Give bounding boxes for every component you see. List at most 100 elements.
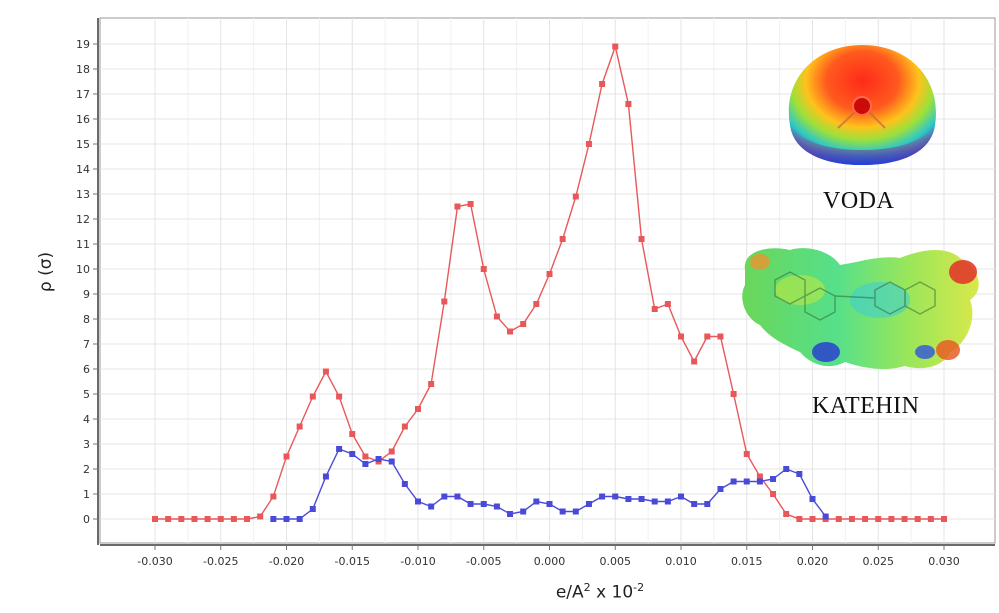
data-point-voda <box>651 306 658 312</box>
data-point-katehin <box>270 516 277 522</box>
y-tick-label: 16 <box>76 113 90 126</box>
data-point-katehin <box>375 456 382 462</box>
data-point-voda <box>520 321 527 327</box>
data-point-katehin <box>480 501 487 507</box>
y-tick-label: 13 <box>76 188 90 201</box>
data-point-voda <box>599 81 606 87</box>
data-point-voda <box>454 203 461 210</box>
data-point-voda <box>612 43 619 50</box>
data-point-voda <box>691 358 698 365</box>
data-point-katehin <box>322 473 329 480</box>
x-tick-label: -0.010 <box>400 555 435 568</box>
y-tick-label: 6 <box>83 363 90 376</box>
x-axis-ticks: -0.030 -0.025 -0.020 -0.015 -0.010 -0.005 0.00… <box>137 545 960 568</box>
data-point-katehin <box>336 446 343 452</box>
data-point-voda <box>704 333 711 340</box>
y-tick-label: 7 <box>83 338 90 351</box>
voda-label: VODA <box>823 188 895 214</box>
data-point-katehin <box>559 508 566 515</box>
x-tick-label: 0.020 <box>797 555 829 568</box>
data-point-voda <box>941 516 947 522</box>
series-voda <box>152 43 947 522</box>
data-point-katehin <box>349 451 356 457</box>
data-point-voda <box>559 236 566 242</box>
y-tick-label: 17 <box>76 88 90 101</box>
data-point-katehin <box>756 478 763 485</box>
data-point-voda <box>415 406 421 412</box>
data-point-voda <box>257 513 264 520</box>
data-point-voda <box>638 236 645 242</box>
y-tick-label: 12 <box>76 213 90 226</box>
data-point-katehin <box>401 481 408 487</box>
data-point-voda <box>678 333 684 340</box>
data-point-voda <box>283 453 290 460</box>
y-tick-label: 18 <box>76 63 90 76</box>
data-point-voda <box>309 393 316 400</box>
data-point-voda <box>927 516 934 522</box>
data-point-voda <box>244 516 251 522</box>
data-point-katehin <box>533 498 540 505</box>
data-point-voda <box>901 516 908 522</box>
data-point-voda <box>217 516 224 522</box>
y-tick-label: 19 <box>76 38 90 51</box>
y-tick-label: 11 <box>76 238 90 251</box>
data-point-voda <box>743 451 750 457</box>
x-tick-label: 0.015 <box>731 555 763 568</box>
voda-molecule-surface-icon <box>788 45 936 165</box>
data-point-voda <box>322 368 329 375</box>
data-point-voda <box>336 393 343 400</box>
x-tick-label: -0.020 <box>269 555 304 568</box>
y-tick-label: 5 <box>83 388 90 401</box>
y-tick-label: 2 <box>83 463 90 476</box>
series-layer <box>152 43 947 522</box>
data-point-katehin <box>454 493 461 500</box>
data-point-katehin <box>704 501 711 507</box>
data-point-voda <box>625 101 632 107</box>
y-tick-label: 0 <box>83 513 90 526</box>
y-tick-label: 8 <box>83 313 90 326</box>
data-point-katehin <box>572 508 579 515</box>
data-point-voda <box>862 516 869 522</box>
data-point-katehin <box>599 493 606 500</box>
data-point-katehin <box>638 496 645 502</box>
data-point-voda <box>428 381 435 387</box>
data-point-voda <box>888 516 895 522</box>
data-point-katehin <box>546 501 553 507</box>
data-point-voda <box>401 423 408 430</box>
data-point-voda <box>178 516 185 522</box>
data-point-katehin <box>691 501 698 507</box>
data-point-voda <box>664 301 671 307</box>
y-tick-label: 3 <box>83 438 90 451</box>
data-point-voda <box>441 298 448 305</box>
data-point-voda <box>533 301 540 307</box>
grid-lines <box>100 18 995 543</box>
data-point-katehin <box>520 508 527 515</box>
data-point-katehin <box>664 498 671 505</box>
x-tick-label: 0.010 <box>665 555 697 568</box>
data-point-voda <box>835 516 842 522</box>
data-point-voda <box>730 391 737 397</box>
data-point-voda <box>546 271 553 277</box>
x-tick-label: -0.005 <box>466 555 501 568</box>
data-point-katehin <box>296 516 303 522</box>
data-point-katehin <box>717 486 724 492</box>
data-point-voda <box>493 313 500 320</box>
data-point-katehin <box>822 513 829 520</box>
data-point-katehin <box>770 476 777 482</box>
x-axis-title: e/A2 x 10-2 <box>555 581 645 603</box>
data-point-voda <box>362 453 369 460</box>
data-point-katehin <box>625 496 632 502</box>
y-tick-label: 15 <box>76 138 90 151</box>
data-point-katehin <box>283 516 290 522</box>
y-tick-label: 14 <box>76 163 90 176</box>
data-point-voda <box>585 141 592 147</box>
data-point-katehin <box>507 511 514 517</box>
data-point-katehin <box>743 478 750 485</box>
data-point-voda <box>717 333 724 340</box>
data-point-voda <box>270 493 277 500</box>
data-point-voda <box>480 266 487 272</box>
x-tick-label: 0.000 <box>534 555 566 568</box>
data-point-voda <box>572 193 579 200</box>
